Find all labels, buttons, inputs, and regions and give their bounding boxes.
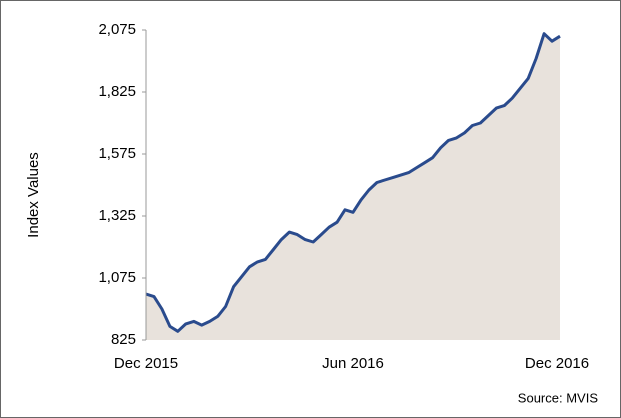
y-tick-label: 1,325 <box>98 207 136 224</box>
y-tick-label: 1,825 <box>98 83 136 100</box>
source: Source: MVIS <box>518 390 599 405</box>
x-tick-label: Dec 2015 <box>114 355 178 372</box>
y-tick-label: 1,575 <box>98 145 136 162</box>
y-tick-label: 1,075 <box>98 269 136 286</box>
x-tick-label: Dec 2016 <box>525 355 589 372</box>
area <box>146 33 560 340</box>
y-axis-label: Index Values <box>25 152 42 238</box>
y-tick-label: 2,075 <box>98 21 136 38</box>
line <box>145 32 561 333</box>
y-tick-label: 825 <box>111 331 136 348</box>
x-tick-label: Jun 2016 <box>322 355 384 372</box>
